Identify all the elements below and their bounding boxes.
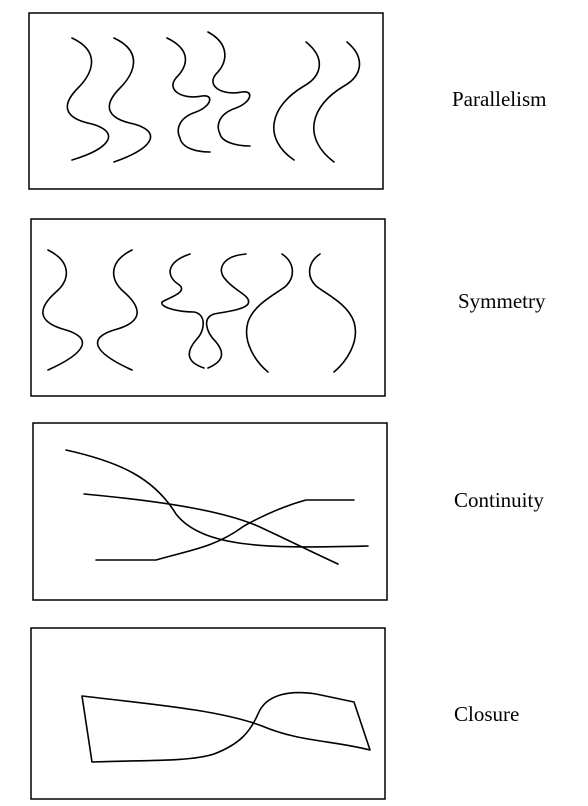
- closure-shape: [81, 691, 371, 763]
- parallelism-curve: [273, 41, 321, 161]
- symmetry-curve: [245, 253, 294, 373]
- continuity-line: [65, 449, 369, 548]
- symmetry-label: Symmetry: [458, 289, 546, 313]
- parallelism-curve: [166, 37, 211, 153]
- parallelism-curve: [207, 31, 251, 147]
- symmetry-curve: [308, 253, 357, 373]
- symmetry-frame: [30, 218, 386, 397]
- parallelism-curve: [313, 41, 361, 163]
- continuity-frame: [32, 422, 388, 601]
- parallelism-label: Parallelism: [452, 87, 547, 111]
- continuity-line: [83, 493, 339, 565]
- closure-frame: [30, 627, 386, 800]
- symmetry-curve: [96, 249, 138, 371]
- continuity-label: Continuity: [454, 488, 544, 512]
- symmetry-curve: [205, 253, 250, 369]
- symmetry-curve: [161, 253, 205, 369]
- parallelism-frame: [28, 12, 384, 190]
- parallelism-curve: [108, 37, 152, 163]
- closure-label: Closure: [454, 702, 520, 726]
- continuity-line: [95, 499, 355, 561]
- symmetry-curve: [42, 249, 84, 371]
- parallelism-curve: [66, 37, 110, 161]
